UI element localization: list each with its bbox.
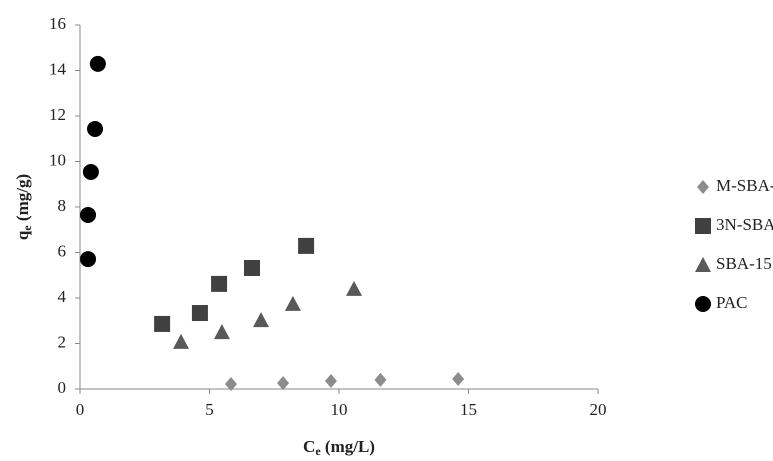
y-tick-label: 8 — [58, 196, 67, 215]
legend-marker — [695, 257, 711, 272]
point — [346, 280, 363, 296]
x-tick-label: 20 — [590, 400, 607, 419]
point — [82, 163, 99, 180]
x-tick-label: 15 — [460, 400, 477, 419]
legend-marker — [695, 218, 711, 234]
y-title-sub: e — [20, 225, 34, 231]
point — [374, 372, 387, 387]
x-title-sub: e — [315, 444, 321, 458]
y-tick-label: 2 — [58, 332, 67, 351]
point — [87, 120, 104, 137]
point — [191, 305, 208, 322]
point — [452, 371, 465, 386]
y-title-rest: (mg/g) — [13, 174, 32, 225]
y-tick-label: 10 — [49, 150, 66, 169]
y-title-main: q — [13, 230, 32, 240]
x-tick-label: 5 — [205, 400, 214, 419]
point — [211, 275, 228, 292]
point — [284, 295, 301, 311]
x-tick-label: 10 — [331, 400, 348, 419]
x-axis-title: Ce (mg/L) — [303, 437, 375, 458]
y-tick-label: 12 — [49, 105, 66, 124]
legend-label: SBA-15 — [716, 254, 772, 273]
legend-label: M-SBA-15 — [716, 176, 773, 195]
x-title-rest: (mg/L) — [321, 437, 375, 456]
point — [224, 376, 237, 391]
y-tick-label: 0 — [58, 378, 67, 397]
legend-label: PAC — [716, 293, 748, 312]
point — [154, 315, 171, 332]
y-tick-label: 4 — [58, 287, 67, 306]
point — [89, 55, 106, 72]
x-tick-label: 0 — [76, 400, 85, 419]
legend-marker — [695, 296, 711, 312]
y-tick-label: 6 — [58, 241, 67, 260]
legend-marker — [697, 180, 709, 194]
y-tick-label: 16 — [49, 14, 66, 33]
point — [243, 259, 260, 276]
point — [173, 333, 190, 349]
y-tick-label: 14 — [49, 59, 67, 78]
point — [80, 251, 97, 268]
x-title-main: C — [303, 437, 315, 456]
point — [80, 206, 97, 223]
point — [324, 374, 337, 389]
point — [298, 237, 315, 254]
legend-label: 3N-SBA-15 — [716, 215, 773, 234]
point — [277, 376, 290, 391]
y-axis-title: qe (mg/g) — [13, 174, 34, 240]
point — [213, 324, 230, 340]
point — [253, 312, 270, 328]
